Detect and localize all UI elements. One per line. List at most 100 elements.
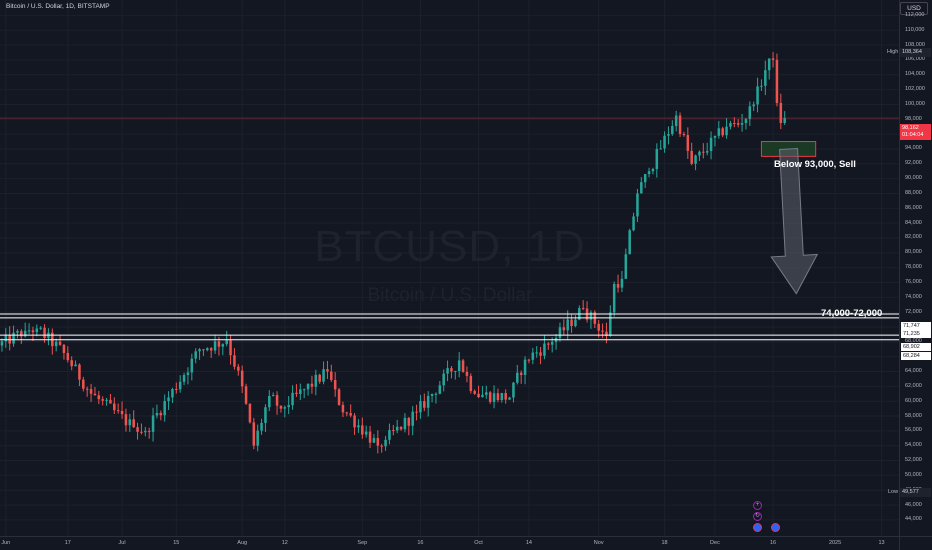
candle-down [279, 405, 283, 409]
candle-up [663, 135, 666, 149]
candle-down [380, 445, 383, 447]
candle-down [345, 412, 349, 414]
candle-up [636, 193, 639, 217]
candle-up [151, 415, 155, 432]
candle-up [620, 278, 624, 288]
candle-down [341, 404, 345, 413]
price-tick-label: 102,000 [905, 86, 925, 93]
candle-up [291, 392, 294, 406]
time-axis-label: Oct [474, 540, 483, 546]
candle-down [469, 375, 473, 392]
currency-button[interactable]: USD [900, 2, 928, 15]
candle-up [438, 385, 442, 394]
candle-up [384, 439, 387, 447]
candle-up [299, 389, 302, 395]
target-annotation: 74,000-72,000 [821, 308, 883, 319]
candle-up [128, 419, 132, 426]
us-flag-event-icon[interactable] [771, 523, 780, 532]
us-flag-event-icon[interactable] [753, 523, 762, 532]
time-axis-label: Jun [1, 540, 11, 546]
candle-up [364, 431, 368, 435]
candle-up [457, 360, 461, 372]
last-price-badge: 98,162 01:04:04 [900, 124, 931, 140]
candle-down [686, 135, 690, 151]
candle-up [512, 382, 515, 398]
refresh-event-icon[interactable]: ↻ [753, 512, 762, 521]
candle-down [66, 352, 70, 361]
candle-down [597, 323, 600, 331]
candle-up [698, 151, 701, 156]
candle-down [93, 393, 97, 396]
symbol-title: Bitcoin / U.S. Dollar, 1D, BITSTAMP [6, 3, 110, 10]
candle-up [16, 331, 19, 333]
price-tick-label: 44,000 [905, 516, 922, 523]
candle-up [752, 104, 755, 107]
candle-up [671, 126, 674, 135]
price-tick-label: 76,000 [905, 279, 922, 285]
candle-down [89, 389, 93, 394]
candle-down [473, 391, 476, 394]
candle-up [446, 368, 449, 374]
sell-annotation: Below 93,000, Sell [774, 159, 856, 170]
candle-up [194, 351, 197, 359]
candle-up [674, 115, 678, 127]
candle-down [252, 422, 256, 446]
candle-up [54, 341, 58, 347]
candle-up [271, 395, 275, 397]
candle-up [403, 417, 407, 430]
price-tick-label: 50,000 [905, 471, 922, 478]
candle-up [74, 364, 77, 367]
candle-down [78, 364, 81, 380]
candle-down [82, 379, 85, 389]
candle-up [206, 348, 209, 351]
candle-up [628, 230, 631, 255]
candle-up [632, 216, 635, 231]
candle-up [500, 393, 504, 401]
candle-up [322, 369, 325, 382]
candle-up [167, 397, 170, 402]
last-price-value: 98,162 [902, 125, 919, 131]
price-tick-label: 56,000 [905, 427, 922, 434]
candle-up [760, 85, 763, 87]
candle-up [256, 430, 259, 446]
price-tick-label: 98,000 [905, 115, 922, 122]
candle-up [12, 332, 15, 344]
candle-down [229, 340, 232, 356]
candle-down [217, 341, 221, 347]
bar-countdown: 01:04:04 [902, 132, 924, 138]
candle-up [667, 134, 670, 136]
candle-up [492, 393, 496, 402]
candle-up [357, 425, 360, 428]
candle-up [655, 148, 659, 170]
time-axis-label: 16 [417, 540, 424, 546]
plus-event-icon[interactable]: + [753, 501, 762, 510]
low-value: 49,577 [900, 488, 931, 497]
candle-down [132, 419, 135, 428]
candle-down [376, 437, 380, 446]
candle-down [244, 386, 248, 404]
candle-down [605, 331, 608, 336]
candle-up [481, 394, 484, 398]
candle-down [113, 403, 116, 411]
price-tick-label: 90,000 [905, 175, 922, 182]
candle-down [70, 360, 73, 367]
candle-up [740, 122, 744, 125]
candle-down [736, 123, 740, 125]
price-tick-label: 84,000 [905, 219, 922, 226]
candle-down [702, 151, 705, 153]
candle-up [171, 389, 174, 398]
candle-up [4, 334, 8, 342]
price-tick-label: 60,000 [905, 397, 922, 404]
candle-up [624, 254, 628, 279]
candle-up [454, 371, 457, 373]
price-tick-label: 104,000 [905, 71, 925, 78]
candle-up [744, 119, 748, 123]
candle-up [372, 437, 376, 443]
level-tag-2: 71,235 [901, 330, 931, 338]
candle-down [519, 372, 523, 375]
candle-down [392, 430, 395, 432]
candle-down [275, 395, 279, 406]
candle-up [388, 430, 391, 440]
